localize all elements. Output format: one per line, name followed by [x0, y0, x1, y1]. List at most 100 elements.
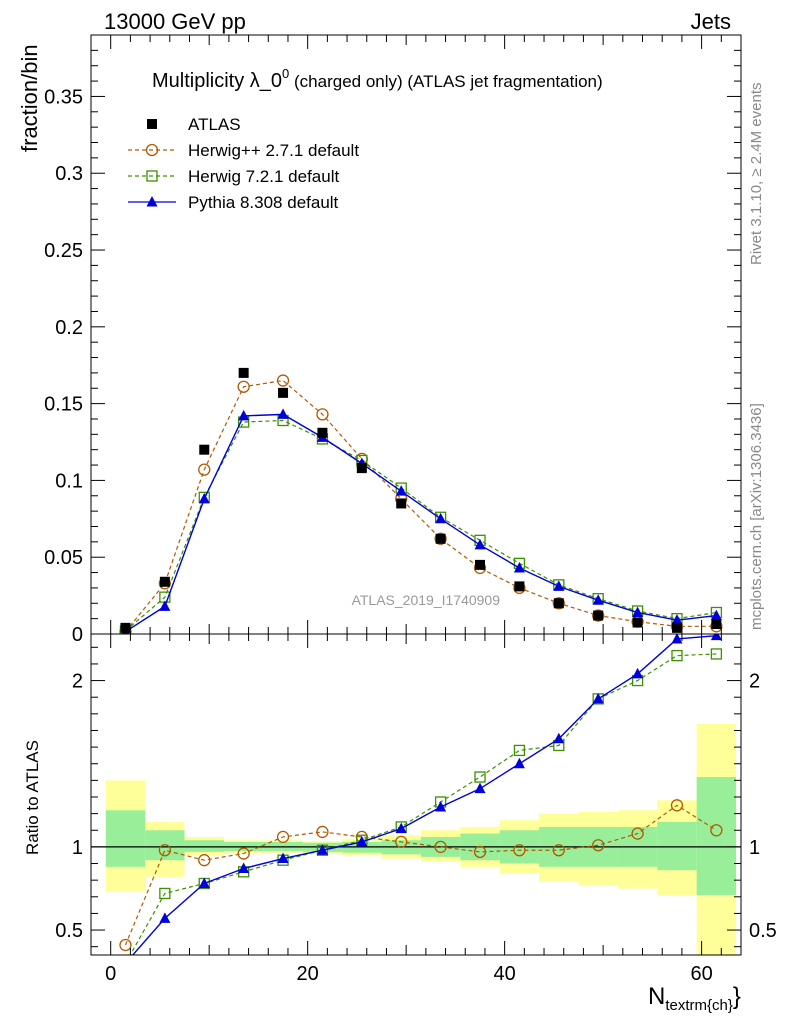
point-circle [434, 532, 447, 545]
uncertainty-band-inner [657, 821, 697, 871]
y-tick-label-ratio: 2 [72, 671, 83, 693]
title-main: Multiplicity λ_0 [152, 70, 282, 92]
ratio-point-square [120, 958, 130, 968]
ratio-point-circle [158, 844, 172, 857]
ratio-point-triangle [395, 822, 407, 834]
point-circle [552, 597, 565, 610]
y-tick-label-main: 0.3 [55, 163, 83, 185]
point-circle [198, 463, 211, 476]
series-line-triangle [125, 413, 717, 633]
point-data [475, 559, 486, 570]
point-data [120, 622, 131, 633]
legend-label-square: Herwig 7.2.1 default [188, 167, 339, 186]
legend: ATLAS Herwig++ 2.7.1 default Herwig 7.2.1 … [128, 115, 359, 212]
x-tick-label: 0 [105, 963, 116, 985]
point-triangle [435, 512, 447, 524]
ratio-point-square [671, 649, 683, 662]
ratio-point-circle [710, 824, 723, 837]
point-triangle [513, 561, 525, 573]
legend-label-circle: Herwig++ 2.7.1 default [188, 141, 359, 160]
ratio-point-circle [513, 844, 526, 857]
ratio-point-triangle [316, 844, 328, 855]
legend-label-triangle: Pythia 8.308 default [188, 193, 339, 212]
ratio-point-circle [198, 854, 211, 867]
point-triangle [159, 600, 171, 611]
legend-marker-data [147, 119, 157, 129]
uncertainty-band-inner [184, 840, 224, 852]
rivet-version-label: Rivet 3.1.10, ≥ 2.4M events [748, 83, 765, 266]
ratio-line-square [129, 653, 717, 955]
ratio-point-circle [592, 839, 605, 852]
ratio-point-triangle [356, 835, 368, 847]
ratio-point-triangle [710, 634, 722, 641]
point-triangle [198, 492, 210, 504]
x-axis-label-main: N [648, 983, 665, 1010]
ratio-point-triangle [159, 912, 171, 923]
legend-marker-circle [145, 143, 159, 157]
legend-marker-square [146, 170, 158, 182]
ratio-point-circle [276, 830, 290, 844]
ratio-point-square [474, 771, 486, 783]
title-superscript: 0 [282, 66, 289, 81]
ratio-point-circle [473, 845, 487, 859]
ratio-point-square [159, 887, 171, 900]
point-data [671, 622, 682, 633]
y-tick-label-main: 0.15 [44, 394, 83, 416]
point-triangle [671, 614, 683, 625]
point-circle [276, 374, 290, 387]
header-left-label: 13000 GeV pp [104, 9, 246, 34]
y-axis-label-main: fraction/bin [17, 44, 42, 152]
point-triangle [395, 485, 407, 496]
ratio-series-square [120, 648, 723, 968]
ratio-point-triangle [632, 667, 644, 679]
ratio-plot-frame [90, 633, 742, 956]
main-plot-panel: fraction/bin Multiplicity λ_00 (charged … [17, 34, 742, 646]
point-triangle [632, 606, 644, 617]
point-circle [316, 408, 329, 421]
ratio-point-circle [631, 827, 644, 840]
y-tick-label-main: 0 [72, 624, 83, 646]
ratio-point-triangle [513, 757, 525, 769]
point-data [278, 387, 289, 398]
point-data [514, 581, 525, 592]
y-tick-label-main: 0.35 [44, 86, 83, 108]
header-right-label: Jets [691, 9, 731, 34]
point-circle [237, 380, 250, 393]
point-data [435, 533, 446, 544]
x-tick-label: 60 [690, 963, 712, 985]
point-triangle [592, 594, 604, 605]
point-data [593, 610, 604, 621]
point-data [396, 498, 407, 509]
y-tick-label-main: 0.25 [44, 240, 83, 262]
ratio-point-square [710, 648, 723, 660]
legend-marker-triangle [146, 196, 158, 207]
point-data [356, 463, 367, 474]
ratio-point-triangle [671, 634, 683, 644]
point-data [238, 367, 249, 378]
x-axis-label: Ntextrm{ch}} [648, 983, 741, 1014]
y-tick-label-main: 0.05 [44, 547, 83, 569]
legend-label-data: ATLAS [188, 115, 241, 134]
analysis-watermark: ATLAS_2019_I1740909 [352, 592, 501, 608]
x-axis-label-tail: } [733, 983, 741, 1010]
y-tick-label-ratio-right: 2 [749, 671, 760, 693]
ratio-point-circle [395, 835, 408, 849]
y-axis-label-ratio: Ratio to ATLAS [23, 740, 42, 855]
series-line-square [125, 419, 717, 632]
ratio-point-triangle [277, 852, 289, 864]
ratio-point-triangle [435, 800, 447, 812]
ratio-point-triangle [238, 862, 250, 874]
mcplots-label: mcplots.cern.ch [arXiv:1306.3436] [748, 403, 765, 630]
x-tick-label: 40 [494, 963, 516, 985]
ratio-plot-panel: Ratio to ATLAS 0.5 0.51 12 20 20 40 60 Ntextrm… [23, 633, 777, 1014]
point-triangle [710, 609, 722, 621]
x-tick-label: 20 [297, 963, 319, 985]
point-circle [592, 609, 605, 622]
point-data [553, 598, 564, 609]
ratio-series-triangle [131, 634, 722, 955]
ratio-point-triangle [474, 782, 486, 794]
ratio-point-triangle [592, 692, 604, 704]
y-tick-label-ratio-right: 1 [749, 837, 760, 859]
point-data [711, 619, 722, 630]
point-data [199, 444, 210, 455]
